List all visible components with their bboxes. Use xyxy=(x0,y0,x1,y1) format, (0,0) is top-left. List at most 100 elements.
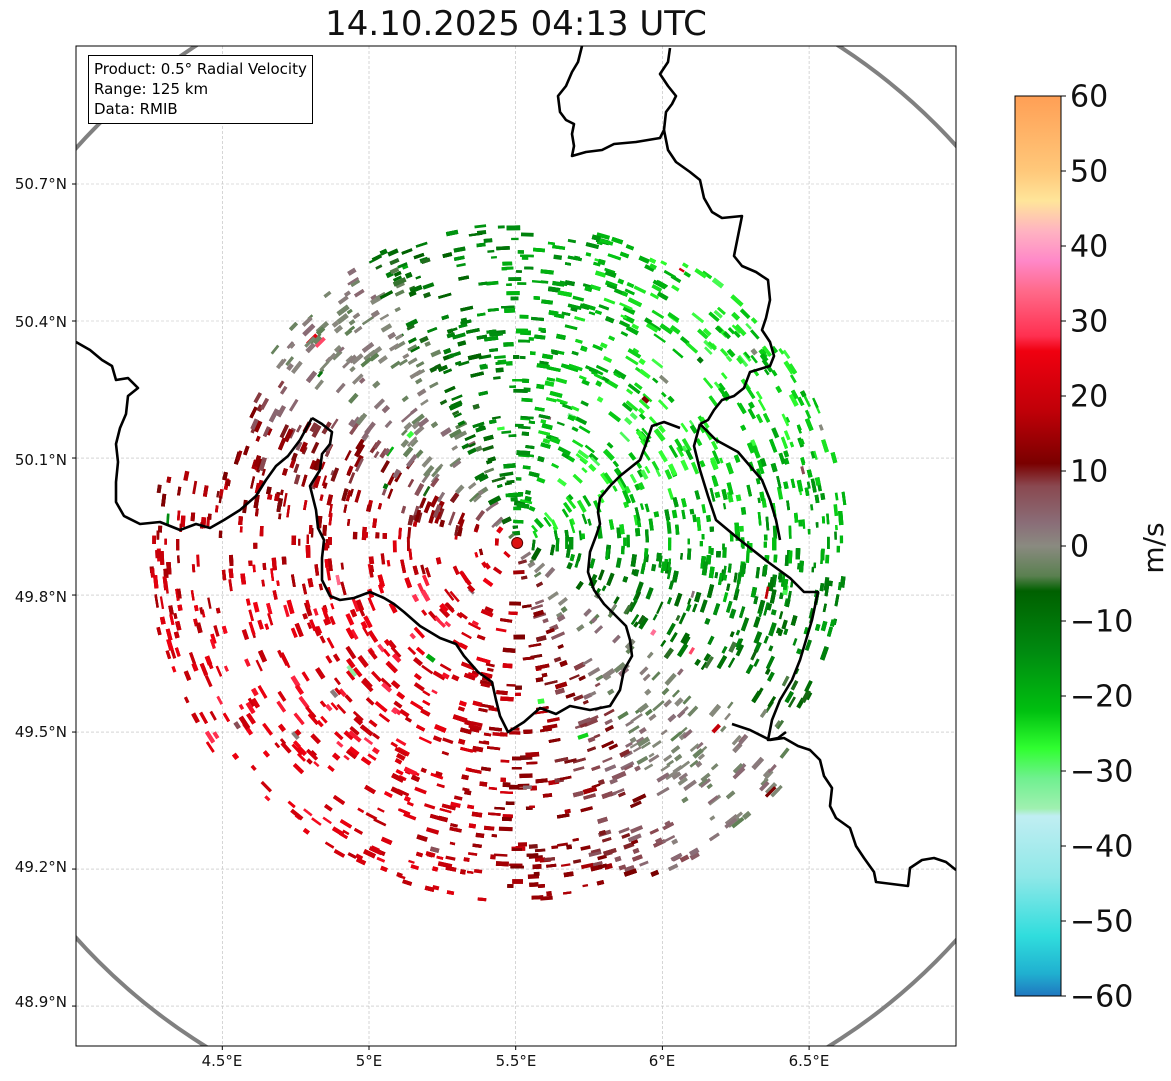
velocity-gate xyxy=(215,607,221,614)
velocity-gate xyxy=(581,467,588,474)
velocity-gate xyxy=(664,820,671,827)
velocity-gate xyxy=(303,601,313,617)
velocity-gate xyxy=(313,761,320,768)
velocity-gate xyxy=(751,756,765,770)
velocity-gate xyxy=(431,465,442,478)
velocity-gate xyxy=(278,723,286,732)
velocity-gate xyxy=(582,883,589,888)
velocity-gate xyxy=(338,346,345,353)
velocity-gate xyxy=(751,690,762,704)
velocity-gate xyxy=(561,452,570,459)
velocity-gate xyxy=(467,672,478,678)
velocity-gate xyxy=(739,308,751,320)
velocity-gate xyxy=(793,512,799,523)
velocity-gate xyxy=(381,488,387,496)
velocity-gate xyxy=(658,425,666,434)
velocity-gate xyxy=(638,407,645,415)
velocity-gate xyxy=(327,765,335,772)
velocity-gate xyxy=(664,469,673,480)
velocity-gate xyxy=(637,481,645,491)
velocity-gate xyxy=(409,369,423,380)
velocity-gate xyxy=(663,647,674,660)
velocity-gate xyxy=(377,502,383,510)
velocity-gate xyxy=(642,393,653,403)
velocity-gate xyxy=(394,289,405,297)
velocity-gate xyxy=(336,313,349,325)
velocity-gate xyxy=(474,523,480,531)
velocity-gate xyxy=(328,503,333,518)
velocity-gate xyxy=(477,897,487,902)
velocity-gate xyxy=(410,864,420,871)
velocity-gate xyxy=(649,828,659,835)
velocity-gate xyxy=(410,700,424,711)
velocity-gate xyxy=(377,643,386,653)
velocity-gate xyxy=(644,548,649,557)
velocity-gate xyxy=(398,808,411,816)
velocity-gate xyxy=(264,623,270,630)
velocity-gate xyxy=(667,597,672,605)
velocity-gate xyxy=(628,451,637,461)
velocity-gate xyxy=(330,702,339,711)
velocity-gate xyxy=(344,290,351,297)
velocity-gate xyxy=(295,441,303,451)
velocity-gate xyxy=(478,425,485,431)
velocity-gate xyxy=(546,891,552,897)
velocity-gate xyxy=(526,761,538,765)
velocity-gate xyxy=(731,735,742,746)
velocity-gate xyxy=(782,349,791,359)
velocity-gate xyxy=(445,229,459,237)
velocity-gate xyxy=(419,497,427,509)
velocity-gate xyxy=(233,721,241,730)
velocity-gate xyxy=(332,795,346,805)
velocity-gate xyxy=(698,753,705,761)
velocity-gate xyxy=(496,246,510,251)
velocity-gate xyxy=(509,863,523,867)
velocity-gate xyxy=(581,379,590,386)
velocity-gate xyxy=(638,399,650,410)
velocity-gate xyxy=(210,633,217,645)
velocity-gate xyxy=(412,565,419,576)
velocity-gate xyxy=(314,336,326,348)
velocity-gate xyxy=(410,407,418,415)
velocity-gate xyxy=(416,388,427,397)
velocity-gate xyxy=(340,562,345,570)
velocity-gate xyxy=(740,562,747,575)
velocity-gate xyxy=(536,363,550,369)
velocity-gate xyxy=(748,401,755,409)
velocity-gate xyxy=(456,262,466,268)
velocity-gate xyxy=(508,277,522,281)
velocity-gate xyxy=(165,650,172,660)
velocity-gate xyxy=(519,355,526,360)
velocity-gate xyxy=(498,826,513,832)
velocity-gate xyxy=(547,286,561,293)
velocity-gate xyxy=(605,850,613,856)
velocity-gate xyxy=(319,635,326,644)
velocity-gate xyxy=(159,616,166,625)
velocity-gate xyxy=(487,249,495,253)
velocity-gate xyxy=(472,745,484,753)
velocity-gate xyxy=(450,823,458,828)
velocity-gate xyxy=(699,599,708,613)
velocity-gate xyxy=(734,324,747,337)
velocity-gate xyxy=(488,786,497,791)
velocity-gate xyxy=(425,653,436,663)
velocity-gate xyxy=(576,624,585,632)
velocity-gate xyxy=(540,269,554,275)
velocity-gate xyxy=(671,509,678,519)
velocity-gate xyxy=(726,583,731,591)
velocity-gate xyxy=(356,412,368,426)
velocity-gate xyxy=(839,576,846,588)
velocity-gate xyxy=(423,291,431,299)
velocity-gate xyxy=(668,444,679,458)
velocity-gate xyxy=(350,629,359,640)
velocity-gate xyxy=(637,615,646,625)
velocity-gate xyxy=(608,411,621,423)
velocity-gate xyxy=(776,719,784,730)
velocity-gate xyxy=(430,349,442,358)
velocity-gate xyxy=(671,284,680,292)
velocity-gate xyxy=(569,554,575,562)
velocity-gate xyxy=(651,283,663,293)
velocity-gate xyxy=(302,827,310,835)
velocity-gate xyxy=(444,621,451,628)
velocity-gate xyxy=(520,575,528,580)
